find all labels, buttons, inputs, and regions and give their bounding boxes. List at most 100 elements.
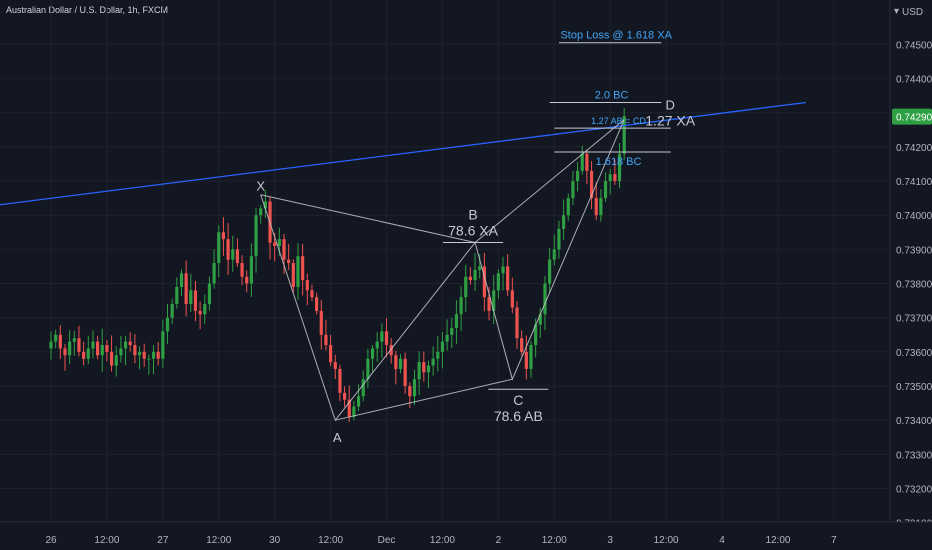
candle-body (170, 304, 174, 318)
candle-body (408, 386, 412, 397)
candle-body (538, 314, 542, 325)
candle-body (301, 256, 305, 281)
current-price-label: 0.74290 (896, 113, 932, 124)
candle-body (338, 368, 342, 393)
candle-body (82, 351, 86, 359)
price-tick-label: 0.74200 (896, 143, 932, 154)
candle-body (356, 396, 361, 407)
candle-body (100, 345, 104, 356)
candles-layer (49, 108, 626, 423)
candle-body (77, 338, 81, 352)
label-d-ratio: 1.27 XA (645, 113, 695, 129)
candle-body (375, 341, 379, 349)
price-axis[interactable]: USD▾0.731000.732000.733000.734000.735000… (889, 0, 932, 550)
candle-body (566, 198, 570, 216)
price-tick-label: 0.73900 (896, 245, 932, 256)
candle-body (436, 351, 440, 359)
candle-body (585, 153, 589, 171)
candle-body (468, 276, 472, 281)
trendline (0, 101, 807, 206)
candle-body (123, 341, 128, 349)
candle-body (622, 116, 626, 154)
candle-body (454, 314, 459, 328)
candle-body (259, 208, 263, 216)
candle-body (398, 358, 403, 369)
candle-body (370, 348, 375, 359)
time-tick-label: 12:00 (94, 535, 119, 546)
candle-body (198, 310, 202, 315)
candle-body (342, 392, 347, 400)
candle-body (58, 334, 62, 349)
candle-body (179, 273, 184, 287)
candle-body (510, 290, 514, 308)
label-c-ratio: 78.6 AB (494, 408, 543, 424)
candle-body (482, 266, 486, 298)
candle-body (49, 341, 53, 349)
current-price-badge (892, 108, 932, 125)
candle-body (203, 304, 207, 315)
time-tick-label: 2 (496, 535, 502, 546)
candle-body (165, 317, 170, 332)
candle-body (310, 290, 314, 298)
price-tick-label: 0.74100 (896, 177, 932, 188)
candle-body (412, 379, 417, 397)
candle-body (86, 348, 90, 359)
candle-body (249, 256, 253, 284)
candle-body (557, 228, 561, 250)
pattern-xb-leg (260, 194, 476, 244)
candle-body (599, 198, 603, 216)
candle-body (431, 358, 435, 366)
candle-body (347, 399, 351, 417)
candle-body (231, 249, 235, 260)
price-tick-label: 0.73200 (896, 485, 932, 496)
drawings-layer: X A B78.6 XA C78.6 AB D1.27 XA Stop Loss @ 1.… (0, 30, 807, 445)
price-tick-label: 0.74500 (896, 40, 932, 51)
candle-body (72, 338, 76, 342)
label-b-ratio: 78.6 XA (448, 223, 498, 239)
candle-body (529, 345, 533, 369)
label-b: B (468, 207, 477, 223)
time-tick-label: 7 (831, 535, 837, 546)
price-tick-label: 0.73700 (896, 314, 932, 325)
label-x: X (256, 179, 265, 194)
candle-body (184, 273, 188, 305)
candle-body (394, 355, 398, 369)
candle-body (608, 174, 612, 182)
candle-body (319, 310, 323, 335)
candle-body (613, 174, 617, 182)
currency-label: USD (902, 7, 923, 18)
time-tick-label: 3 (607, 535, 613, 546)
candle-body (273, 242, 277, 246)
time-tick-label: 12:00 (318, 535, 343, 546)
candle-body (189, 290, 193, 305)
candle-body (114, 355, 118, 366)
candle-body (389, 345, 393, 356)
time-axis[interactable]: 26 12:00 27 12:00 30 12:00 Dec 12:00 2 12:00 3 12:0… (0, 521, 932, 550)
pattern-bd-leg (474, 119, 625, 243)
candle-body (133, 345, 137, 356)
candle-body (54, 334, 58, 342)
candle-body (524, 351, 528, 369)
candle-body (520, 338, 524, 352)
price-tick-label: 0.73800 (896, 280, 932, 291)
label-c: C (513, 392, 523, 408)
time-tick-label: 12:00 (206, 535, 231, 546)
candle-body (603, 181, 608, 199)
fib-level-label: 1.618 BC (596, 156, 642, 168)
candle-body (478, 266, 482, 270)
pattern-ac-leg (335, 378, 513, 421)
candle-body (333, 362, 337, 369)
candle-body (151, 351, 156, 359)
candle-body (617, 153, 622, 182)
candle-body (473, 269, 477, 281)
price-tick-label: 0.73500 (896, 382, 932, 393)
price-tick-label: 0.74000 (896, 211, 932, 222)
time-tick-label: 12:00 (542, 535, 567, 546)
time-tick-label: 4 (719, 535, 725, 546)
candle-body (459, 297, 463, 315)
candle-body (324, 334, 328, 346)
chart-grid (0, 0, 890, 524)
time-axis-bg (0, 522, 932, 550)
candle-body (193, 290, 198, 311)
